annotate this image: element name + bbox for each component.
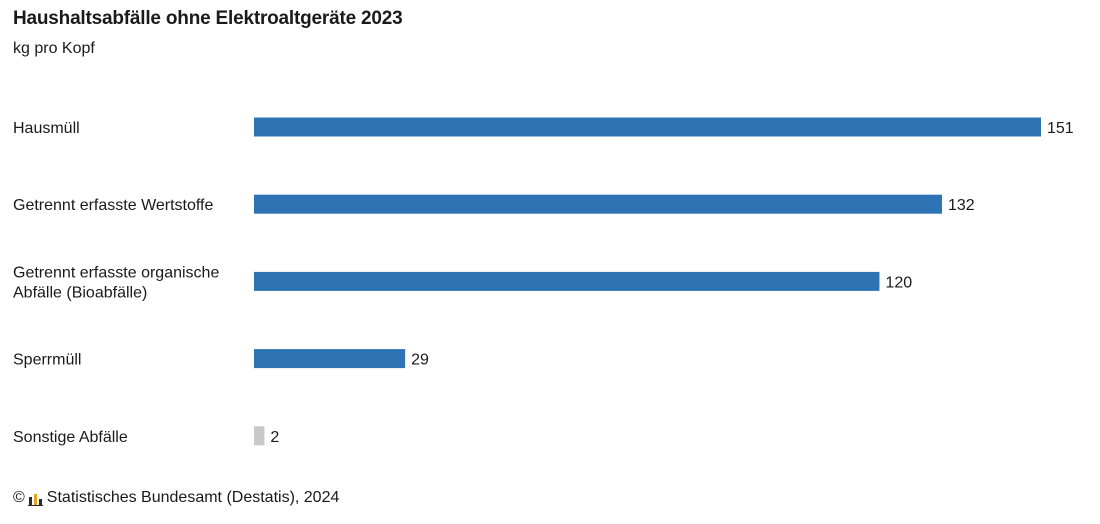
bar-value-label: 132 — [948, 197, 975, 214]
bar-value-label: 2 — [270, 429, 279, 446]
category-label: Getrennt erfasste Wertstoffe — [13, 197, 213, 214]
category-label-line: Sonstige Abfälle — [13, 429, 128, 446]
source-footer: © Statistisches Bundesamt (Destatis), 20… — [13, 489, 339, 507]
category-label: Sonstige Abfälle — [13, 429, 128, 446]
bar-chart: Hausmüll 151 Getrennt erfasste Wertstoffe 1… — [13, 117, 1074, 446]
bar-value-label: 29 — [411, 352, 429, 369]
category-label-line: Getrennt erfasste Wertstoffe — [13, 197, 213, 214]
bar-value-label: 151 — [1047, 120, 1074, 137]
category-label: Getrennt erfasste organische Abfälle (Bio… — [13, 264, 219, 301]
chart-title: Haushaltsabfälle ohne Elektroaltgeräte 2… — [13, 8, 403, 29]
category-label-line: Sperrmüll — [13, 352, 81, 369]
category-label: Hausmüll — [13, 120, 80, 137]
chart-subtitle: kg pro Kopf — [13, 40, 95, 57]
category-label-line: Abfälle (Bioabfälle) — [13, 284, 147, 301]
bar — [254, 271, 880, 291]
copyright-symbol: © — [13, 489, 25, 506]
bar — [254, 194, 942, 214]
bar — [254, 349, 406, 369]
source-text: Statistisches Bundesamt (Destatis), 2024 — [46, 489, 340, 506]
bar — [254, 117, 1041, 137]
category-label-line: Hausmüll — [13, 120, 80, 137]
category-label: Sperrmüll — [13, 352, 81, 369]
category-label-line: Getrennt erfasste organische — [13, 264, 219, 281]
bar — [254, 426, 265, 446]
bar-value-label: 120 — [885, 274, 912, 291]
destatis-logo-icon — [27, 493, 43, 506]
